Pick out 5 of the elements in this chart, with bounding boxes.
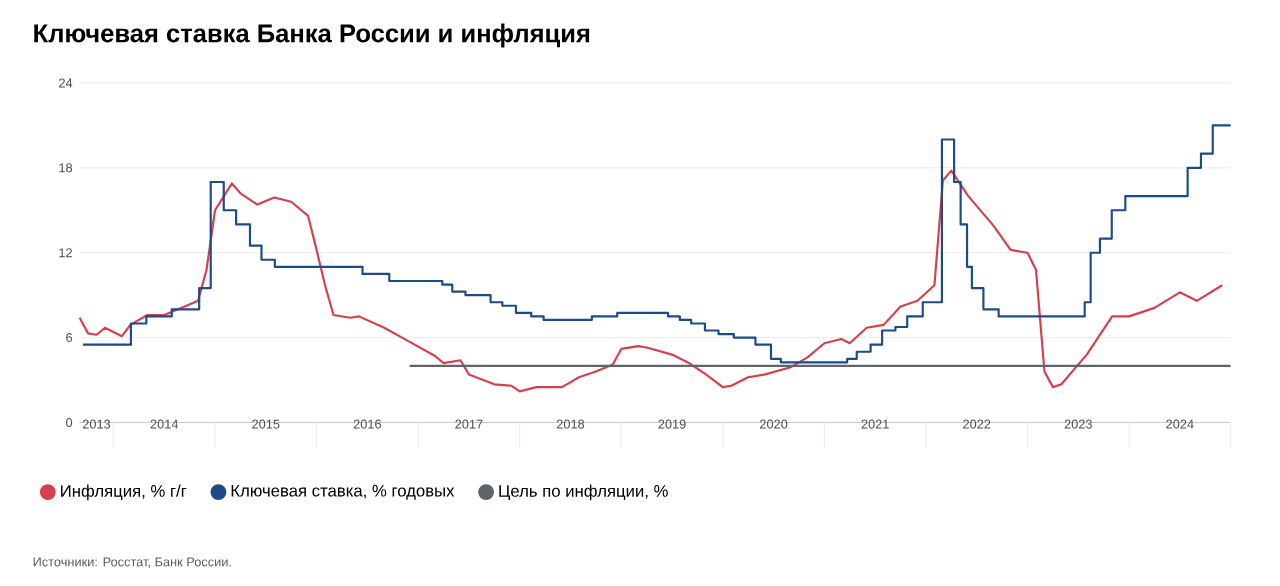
legend-label: Инфляция, % г/г	[61, 484, 187, 500]
chart-title: Ключевая ставка Банка России и инфляция	[34, 23, 590, 48]
legend-label: Ключевая ставка, % годовых	[231, 484, 455, 500]
legend-label: Цель по инфляции, %	[499, 484, 668, 500]
line-series	[78, 169, 1224, 393]
